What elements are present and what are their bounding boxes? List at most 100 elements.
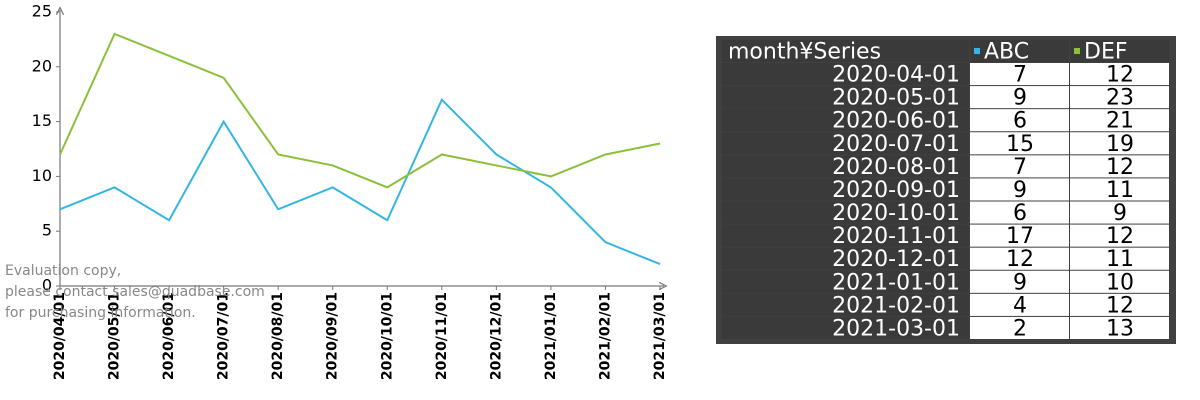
cell-value: 2	[1013, 316, 1027, 341]
y-tick-label: 0	[42, 276, 52, 295]
row-header-cell	[722, 224, 969, 247]
row-label: 2021-02-01	[832, 293, 960, 318]
x-tick-label: 2020/05/01	[107, 292, 123, 380]
row-label: 2020-12-01	[832, 247, 960, 272]
row-header-cell	[722, 86, 969, 109]
legend-label: ABC	[984, 40, 1029, 65]
value-cell	[970, 247, 1069, 270]
x-tick-label: 2020/10/01	[379, 292, 395, 380]
series-line	[59, 97, 661, 266]
value-cell	[1070, 270, 1169, 293]
header-cell	[970, 40, 1069, 62]
value-cell	[970, 109, 1069, 132]
cell-value: 11	[1106, 247, 1134, 272]
x-tick-label: 2021/02/01	[597, 292, 613, 380]
value-cell	[1070, 224, 1169, 247]
value-cell	[970, 316, 1069, 339]
y-tick-label: 15	[32, 111, 52, 130]
value-cell	[1070, 247, 1169, 270]
row-header-cell	[722, 201, 969, 224]
legend-label: DEF	[1084, 40, 1128, 65]
row-label: 2020-06-01	[832, 109, 960, 134]
row-header-cell	[722, 293, 969, 316]
row-header-cell	[722, 178, 969, 201]
cell-value: 12	[1006, 247, 1034, 272]
row-header-cell	[722, 63, 969, 86]
cell-value: 23	[1106, 86, 1134, 111]
watermark: for purchasing information.	[5, 305, 196, 321]
cell-value: 21	[1106, 109, 1134, 134]
y-tick-label: 10	[32, 166, 52, 185]
value-cell	[1070, 86, 1169, 109]
value-cell	[1070, 155, 1169, 178]
value-cell	[1070, 109, 1169, 132]
row-label: 2021-01-01	[832, 270, 960, 295]
x-tick-label: 2020/09/01	[325, 292, 341, 380]
row-header-cell	[722, 155, 969, 178]
x-tick-label: 2020/12/01	[488, 292, 504, 380]
x-tick-label: 2020/08/01	[270, 292, 286, 380]
row-header-cell	[722, 109, 969, 132]
cell-value: 12	[1106, 224, 1134, 249]
value-cell	[1070, 63, 1169, 86]
row-label: 2021-03-01	[832, 316, 960, 341]
row-header-cell	[722, 270, 969, 293]
cell-value: 4	[1013, 293, 1027, 318]
cell-value: 10	[1106, 270, 1134, 295]
y-tick-label: 5	[42, 221, 52, 240]
row-label: 2020-05-01	[832, 86, 960, 111]
row-label: 2020-11-01	[832, 224, 960, 249]
row-label: 2020-08-01	[832, 155, 960, 180]
x-tick-label: 2020/11/01	[434, 292, 450, 380]
y-tick-label: 20	[32, 56, 52, 75]
value-cell	[1070, 201, 1169, 224]
row-header-cell	[722, 132, 969, 155]
cell-value: 15	[1006, 132, 1034, 157]
cell-value: 7	[1013, 63, 1027, 88]
header-cell	[722, 40, 969, 62]
x-tick-label: 2020/04/01	[52, 292, 68, 380]
cell-value: 7	[1013, 155, 1027, 180]
value-cell	[1070, 316, 1169, 339]
legend-swatch	[974, 48, 980, 54]
legend-swatch	[1074, 48, 1080, 54]
value-cell	[970, 224, 1069, 247]
cell-value: 6	[1013, 109, 1027, 134]
cell-value: 6	[1013, 201, 1027, 226]
series-line	[59, 32, 661, 189]
value-cell	[970, 155, 1069, 178]
cell-value: 12	[1106, 293, 1134, 318]
header-cell	[1070, 40, 1169, 62]
row-label: 2020-09-01	[832, 178, 960, 203]
row-label: 2020-07-01	[832, 132, 960, 157]
row-header-cell	[722, 316, 969, 339]
cell-value: 9	[1013, 270, 1027, 295]
cell-value: 19	[1106, 132, 1134, 157]
table-corner: month¥Series	[728, 40, 881, 65]
row-label: 2020-10-01	[832, 201, 960, 226]
y-tick-label: 25	[32, 2, 52, 21]
x-tick-label: 2020/07/01	[216, 292, 232, 380]
x-tick-label: 2021/01/01	[543, 292, 559, 380]
value-cell	[970, 86, 1069, 109]
value-cell	[1070, 178, 1169, 201]
value-cell	[1070, 293, 1169, 316]
value-cell	[970, 63, 1069, 86]
cell-value: 17	[1006, 224, 1034, 249]
value-cell	[1070, 132, 1169, 155]
cell-value: 9	[1013, 86, 1027, 111]
cell-value: 11	[1106, 178, 1134, 203]
x-tick-label: 2020/06/01	[161, 292, 177, 380]
row-header-cell	[722, 247, 969, 270]
cell-value: 9	[1013, 178, 1027, 203]
value-cell	[970, 178, 1069, 201]
cell-value: 9	[1113, 201, 1127, 226]
value-cell	[970, 132, 1069, 155]
row-label: 2020-04-01	[832, 63, 960, 88]
watermark: Evaluation copy,	[5, 263, 121, 279]
cell-value: 12	[1106, 63, 1134, 88]
value-cell	[970, 201, 1069, 224]
cell-value: 12	[1106, 155, 1134, 180]
cell-value: 13	[1106, 316, 1134, 341]
